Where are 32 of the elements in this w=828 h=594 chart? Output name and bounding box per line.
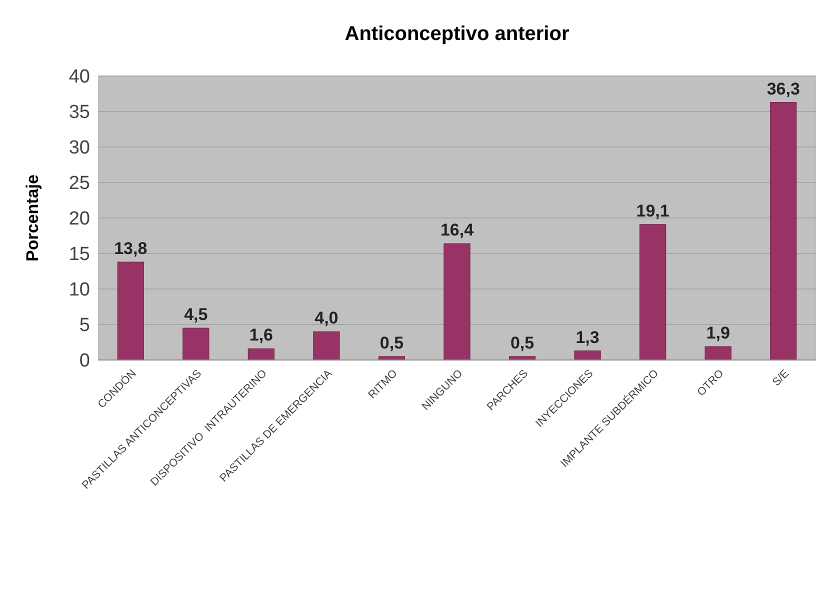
y-tick-label: 35 (68, 102, 90, 124)
data-label: 1,3 (576, 328, 600, 347)
data-label: 1,6 (249, 326, 273, 345)
y-tick-label: 20 (68, 208, 90, 230)
y-tick-label: 25 (68, 173, 90, 194)
bar (640, 224, 666, 360)
data-label: 36,3 (766, 79, 800, 98)
bar (248, 348, 274, 360)
y-tick-label: 15 (68, 244, 90, 266)
y-tick-label: 40 (68, 66, 90, 88)
y-tick-label: 10 (68, 280, 90, 301)
y-tick-label: 5 (79, 315, 90, 336)
data-label: 4,0 (314, 308, 338, 328)
y-tick-label: 30 (68, 138, 90, 159)
bar (117, 262, 144, 360)
bar (444, 243, 470, 360)
y-tick-label: 0 (79, 350, 90, 372)
chart-title: Anticonceptivo anterior (344, 23, 570, 45)
bar (574, 350, 601, 360)
y-axis-title: Porcentaje (23, 174, 42, 262)
data-label: 13,8 (114, 239, 148, 258)
bar (182, 328, 210, 360)
bar (313, 331, 340, 360)
bar (704, 346, 732, 360)
data-label: 19,1 (636, 201, 670, 220)
data-label: 0,5 (380, 333, 404, 352)
x-tick-label: S/E (770, 368, 792, 389)
bar (770, 102, 797, 360)
data-label: 1,9 (706, 324, 730, 343)
data-label: 0,5 (510, 333, 534, 352)
data-label: 16,4 (440, 220, 474, 240)
data-label: 4,5 (184, 305, 208, 324)
